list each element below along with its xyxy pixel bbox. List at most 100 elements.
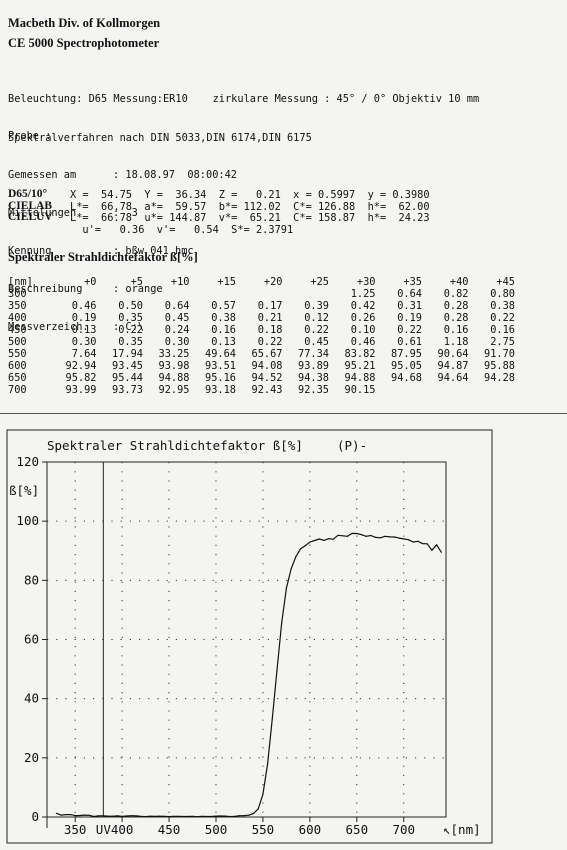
table-cell: [97, 288, 144, 300]
data-point: [436, 544, 438, 546]
probe-field-value: : 18.08.97 08:00:42: [113, 168, 237, 181]
table-cell: 0.22: [118, 324, 143, 336]
data-point: [271, 718, 273, 720]
y-tick-label: 60: [24, 632, 39, 647]
table-cell: 300: [8, 288, 27, 300]
data-point: [252, 812, 255, 815]
data-point: [389, 536, 391, 538]
table-header-cell: +10: [170, 276, 190, 288]
uv-chroma-values: u'= 0.36 v'= 0.54 S*= 2.3791: [70, 223, 294, 236]
probe-field-key: Mittelungen: [8, 206, 77, 219]
data-point: [243, 815, 245, 817]
y-tick-label: 0: [31, 809, 39, 824]
uv-label: UV: [96, 822, 112, 837]
table-cell: 1.25: [350, 288, 376, 300]
table-cell: 700: [8, 384, 27, 396]
spectral-table: [nm] +0 +5 +10 +15 +20 +25 +30 +35 +40 +45 300 1.25 0…: [8, 276, 515, 396]
y-tick-label: 20: [24, 750, 39, 765]
table-row: 500 0.30 0.35 0.30 0.13 0.22 0.45 0.46 0.61 1.18 2…: [8, 336, 515, 348]
d65-values: X = 54.75 Y = 36.34 Z = 0.21 x = 0.5997 …: [70, 189, 430, 201]
table-row: 350 0.46 0.50 0.64 0.57 0.17 0.39 0.42 0.31 0.28 0…: [8, 300, 515, 312]
table-cell: 0.45: [164, 312, 190, 324]
table-cell: 93.45: [112, 360, 143, 372]
table-cell: 450: [8, 324, 27, 336]
data-point: [285, 587, 287, 589]
data-point: [299, 548, 302, 550]
table-cell: 0.64: [164, 300, 190, 312]
data-point: [196, 816, 198, 818]
table-cell: [376, 384, 423, 396]
table-cell: 7.64: [71, 348, 97, 360]
table-cell: 0.38: [490, 300, 515, 312]
chart-grid: [47, 462, 446, 817]
data-point: [88, 814, 90, 816]
table-header-cell: +15: [217, 276, 236, 288]
instrument-model: CE 5000 Spectrophotometer: [8, 36, 160, 50]
table-cell: 0.45: [304, 336, 329, 348]
cielab-values: L*= 66.78 a*= 59.57 b*= 112.02 C*= 126.8…: [70, 200, 430, 213]
x-tick-label: 700: [392, 822, 415, 837]
table-cell: 0.16: [490, 324, 515, 336]
table-cell: 0.38: [211, 312, 236, 324]
data-point: [346, 535, 349, 537]
table-cell: 0.31: [397, 300, 422, 312]
table-cell: 95.88: [484, 360, 515, 372]
data-point: [290, 568, 292, 570]
table-cell: 93.18: [205, 384, 236, 396]
table-cell: 94.52: [251, 372, 283, 384]
data-point: [102, 815, 104, 817]
data-point: [154, 815, 156, 818]
data-point: [55, 812, 57, 814]
data-point: [116, 815, 119, 817]
data-point: [342, 535, 344, 537]
table-cell: 0.19: [397, 312, 422, 324]
table-cell: 83.82: [344, 348, 376, 360]
data-point: [65, 813, 67, 816]
table-cell: [190, 288, 237, 300]
standard-line: Spektralverfahren nach DIN 5033,DIN 6174…: [8, 132, 312, 144]
table-cell: [143, 288, 190, 300]
table-cell: 0.50: [118, 300, 143, 312]
probe-field: Gemessen am : 18.08.97 08:00:42: [8, 169, 237, 182]
table-cell: 0.61: [397, 336, 422, 348]
table-cell: 0.17: [257, 300, 283, 312]
table-cell: 95.44: [112, 372, 143, 384]
y-tick-label: 120: [16, 454, 39, 469]
table-cell: 550: [8, 348, 27, 360]
data-point: [130, 815, 133, 817]
table-row: 400 0.19 0.35 0.45 0.38 0.21 0.12 0.26 0.19 0.28 0…: [8, 312, 515, 324]
chart-series: [55, 532, 442, 818]
table-cell: 0.24: [164, 324, 190, 336]
data-point: [187, 815, 189, 818]
data-point: [83, 814, 86, 816]
table-cell: 92.95: [158, 384, 190, 396]
table-cell: 0.19: [71, 312, 97, 324]
table-cell: 0.46: [71, 300, 97, 312]
x-axis: 350 400 450 500 550 600 650 700 UV ↖[nm]: [64, 817, 481, 837]
table-cell: 90.15: [344, 384, 376, 396]
data-point: [421, 542, 424, 545]
cieluv-label: CIELUV: [8, 211, 53, 223]
table-cell: 0.64: [397, 288, 422, 300]
data-point: [93, 815, 95, 818]
table-cell: 0.28: [443, 300, 469, 312]
x-tick-label: 550: [252, 822, 275, 837]
table-cell: 95.82: [65, 372, 97, 384]
table-cell: 0.22: [490, 312, 515, 324]
table-cell: 94.64: [437, 372, 469, 384]
table-row: 600 92.94 93.45 93.98 93.51 94.08 93.89 95.21 95…: [8, 360, 515, 372]
data-point: [412, 541, 414, 543]
data-point: [173, 815, 175, 817]
table-cell: 0.10: [350, 324, 376, 336]
data-point: [224, 815, 226, 817]
table-header-cell: +25: [310, 276, 329, 288]
probe-field-key: Gemessen am: [8, 168, 77, 181]
table-cell: 500: [8, 336, 27, 348]
data-point: [107, 815, 109, 817]
table-header-cell: +5: [130, 276, 143, 288]
table-header-cell: +20: [263, 276, 283, 288]
data-point: [121, 815, 123, 818]
illumination-block: Beleuchtung: D65 Messung:ER10 zirkulare …: [8, 67, 479, 158]
data-point: [220, 815, 222, 817]
y-axis: 0 20 40 60 80 100 120: [16, 454, 47, 824]
